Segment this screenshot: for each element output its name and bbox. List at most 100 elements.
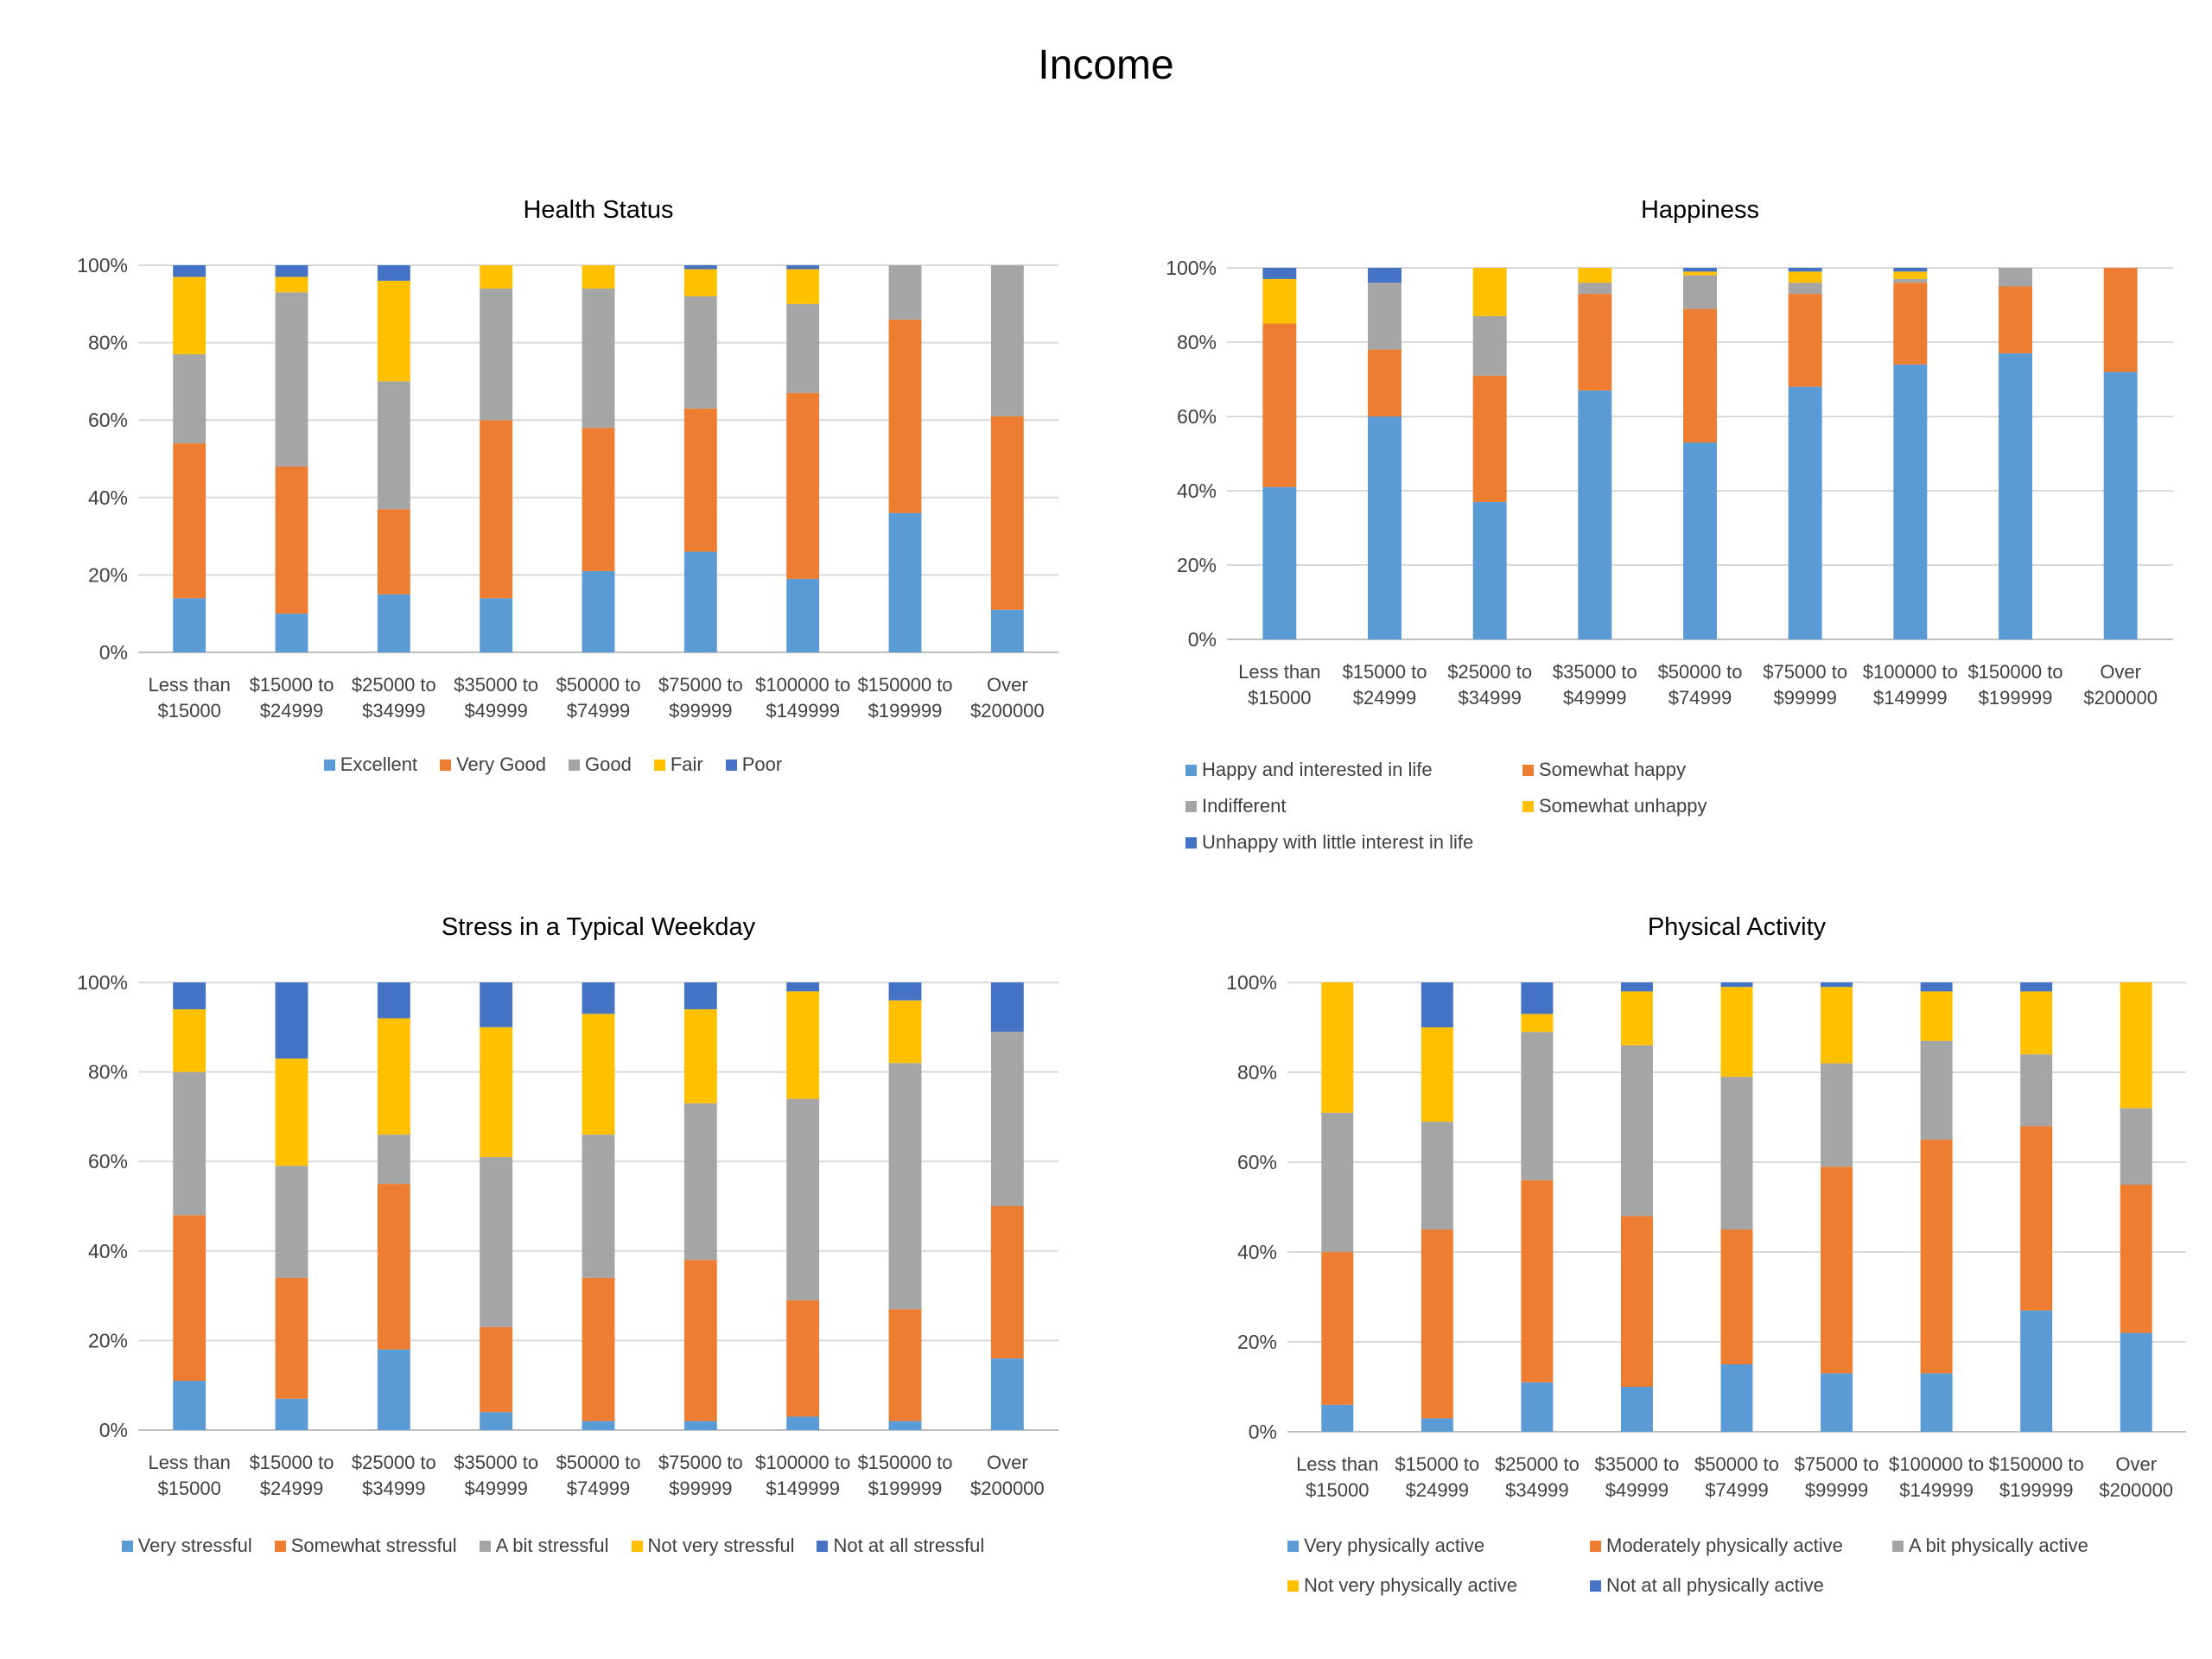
legend-swatch — [725, 759, 737, 771]
x-tick-label: $150000 to — [857, 1452, 952, 1473]
legend-item-fair: Fair — [653, 753, 703, 776]
bar-segment-happy-and-interested-in-life — [1788, 386, 1822, 639]
bar-segment-moderately-physically-active — [1321, 1252, 1354, 1405]
x-tick-label: $24999 — [1406, 1479, 1469, 1501]
legend-item-somewhat-happy: Somewhat happy — [1522, 759, 1859, 781]
happiness-legend: Happy and interested in life Somewhat hap… — [1185, 759, 2050, 854]
y-tick-label: 40% — [1177, 480, 1217, 502]
bar-segment-a-bit-physically-active — [1521, 1032, 1554, 1180]
x-tick-label: $75000 to — [658, 674, 743, 696]
legend-item-not-very-physically-active: Not very physically active — [1287, 1574, 1590, 1597]
legend-swatch — [1522, 800, 1534, 812]
x-tick-label: $75000 to — [1795, 1453, 1879, 1475]
bar-segment-very-physically-active — [1321, 1404, 1354, 1432]
bar-segment-not-very-physically-active — [1720, 987, 1753, 1077]
x-tick-label: $24999 — [1353, 687, 1416, 709]
bar-segment-happy-and-interested-in-life — [1368, 416, 1402, 639]
y-tick-label: 60% — [88, 1150, 128, 1173]
bar-segment-very-good — [786, 392, 820, 579]
legend-swatch — [1590, 1540, 1601, 1552]
legend-swatch — [323, 759, 335, 771]
bar-segment-a-bit-physically-active — [2020, 1054, 2053, 1127]
bar-segment-somewhat-happy — [1683, 308, 1717, 443]
bar-segment-a-bit-stressful — [990, 1031, 1024, 1206]
bar-segment-a-bit-stressful — [275, 1166, 308, 1278]
health-status-plot: Health Status 0% 20% 40% 60% 80% 100% Less than… — [77, 196, 1058, 721]
bar-segment-somewhat-stressful — [480, 1326, 513, 1413]
legend-item-not-very-stressful: Not very stressful — [631, 1535, 794, 1557]
bar-segment-excellent — [683, 551, 717, 652]
bar-segment-a-bit-physically-active — [1321, 1112, 1354, 1252]
legend-item-indifferent: Indifferent — [1185, 795, 1522, 817]
legend-item-not-at-all-stressful: Not at all stressful — [817, 1535, 984, 1557]
bar-segment-somewhat-unhappy — [1683, 271, 1717, 276]
x-tick-label: $50000 to — [556, 674, 641, 696]
stress-chart: Stress in a Typical Weekday 0% 20% 40% 60% 80… — [35, 890, 1071, 1599]
bar-segment-moderately-physically-active — [2120, 1185, 2152, 1333]
bar-segment-very-physically-active — [1720, 1364, 1753, 1432]
bar-segment-very-good — [480, 420, 513, 599]
bar-segment-very-stressful — [786, 1416, 820, 1430]
bar-segment-excellent — [480, 598, 513, 652]
x-tick-label: $49999 — [464, 700, 527, 721]
x-tick-label: $24999 — [260, 1478, 323, 1499]
x-tick-label: $34999 — [362, 1478, 425, 1499]
x-tick-label: $24999 — [260, 700, 323, 721]
legend-item-a-bit-stressful: A bit stressful — [479, 1535, 609, 1557]
bar-segment-very-physically-active — [2120, 1332, 2152, 1432]
bar-segment-somewhat-unhappy — [1578, 268, 1612, 283]
bar-segment-not-very-physically-active — [1521, 1014, 1554, 1033]
bar-segment-happy-and-interested-in-life — [2103, 372, 2138, 639]
x-tick-label: $34999 — [1505, 1479, 1568, 1501]
bar-segment-not-very-physically-active — [2120, 982, 2152, 1109]
bar-segment-very-stressful — [480, 1412, 513, 1430]
bar-segment-moderately-physically-active — [1720, 1230, 1753, 1364]
bar-segment-moderately-physically-active — [1821, 1166, 1853, 1374]
x-tick-label: $200000 — [2083, 687, 2158, 709]
bar-segment-not-very-stressful — [888, 1000, 922, 1064]
happiness-plot: Happiness 0% 20% 40% 60% 80% 100% Less than $150… — [1166, 196, 2173, 709]
x-tick-label: Over — [2115, 1453, 2157, 1475]
health-status-legend: Excellent Very Good Good Fair Poor — [35, 753, 1071, 776]
legend-swatch — [1590, 1580, 1601, 1592]
bar-segment-very-physically-active — [1421, 1418, 1453, 1432]
x-tick-label: $99999 — [669, 700, 732, 721]
bar-segment-excellent — [582, 570, 615, 652]
bar-segment-somewhat-stressful — [582, 1277, 615, 1421]
x-tick-label: $200000 — [970, 700, 1045, 721]
bar-segment-moderately-physically-active — [1521, 1179, 1554, 1382]
bar-segment-moderately-physically-active — [1620, 1216, 1653, 1387]
bar-segment-not-very-stressful — [377, 1018, 410, 1135]
bar-segment-not-at-all-stressful — [275, 982, 308, 1059]
legend-swatch — [1287, 1580, 1299, 1592]
legend-swatch — [121, 1540, 133, 1552]
x-tick-label: $35000 to — [1553, 661, 1637, 683]
bar-segment-somewhat-stressful — [173, 1215, 207, 1382]
x-tick-label: $49999 — [1605, 1479, 1669, 1501]
bar-segment-good — [480, 288, 513, 421]
legend-item-good: Good — [569, 753, 632, 776]
bar-segment-unhappy-with-little-interest-in-life — [1368, 268, 1402, 283]
bar-segment-indifferent — [1578, 283, 1612, 295]
bar-segment-somewhat-stressful — [275, 1277, 308, 1399]
x-tick-label: $149999 — [1899, 1479, 1974, 1501]
x-tick-label: $15000 — [157, 700, 220, 721]
x-tick-label: $49999 — [464, 1478, 527, 1499]
bar-segment-very-physically-active — [1920, 1373, 1953, 1432]
x-tick-label: $149999 — [766, 700, 840, 721]
page-title: Income — [1038, 42, 1174, 88]
x-tick-label: $199999 — [1999, 1479, 2074, 1501]
bar-segment-not-at-all-stressful — [582, 982, 615, 1014]
legend-label: Unhappy with little interest in life — [1202, 831, 1474, 853]
y-tick-label: 80% — [88, 1061, 128, 1084]
bar-segment-not-at-all-physically-active — [1620, 982, 1653, 992]
legend-swatch — [631, 1540, 643, 1552]
legend-item-unhappy-with-little-interest-in-life: Unhappy with little interest in life — [1185, 831, 1522, 854]
bar-segment-very-physically-active — [1620, 1387, 1653, 1432]
x-tick-label: $150000 to — [1967, 661, 2063, 683]
bar-segment-not-at-all-physically-active — [1821, 982, 1853, 988]
bar-segment-not-very-physically-active — [1620, 991, 1653, 1046]
legend-label: Poor — [741, 753, 783, 775]
legend-label: Fair — [670, 753, 703, 775]
legend-swatch — [1185, 800, 1197, 812]
